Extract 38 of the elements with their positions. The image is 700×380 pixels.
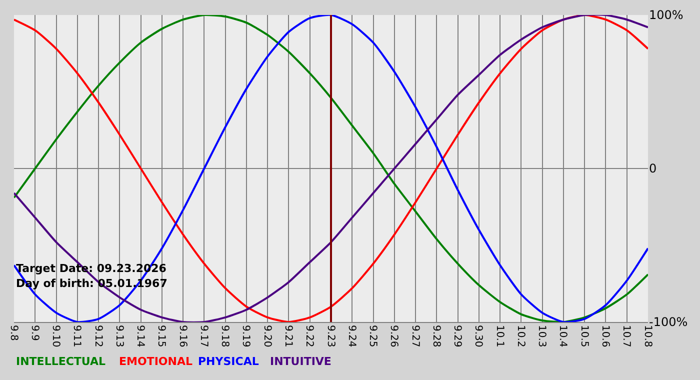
x-tick-label: 9.26 [388, 325, 400, 348]
x-tick-label: 9.18 [219, 325, 230, 348]
x-tick-label: 10.6 [599, 325, 610, 348]
x-tick-label: 9.27 [409, 325, 420, 348]
x-tick-label: 9.23 [324, 325, 336, 348]
x-tick-label: 9.13 [113, 325, 124, 348]
x-tick-label: 9.24 [346, 325, 357, 348]
x-tick-label: 9.15 [156, 325, 167, 348]
x-tick-label: 9.29 [452, 325, 463, 348]
x-tick-label: 9.12 [92, 325, 104, 348]
x-tick-label: 10.5 [578, 325, 590, 348]
x-tick-label: 9.10 [50, 325, 62, 348]
x-tick-label: 9.17 [198, 325, 209, 348]
x-tick-label: 9.19 [240, 325, 252, 348]
x-tick-label: 10.4 [557, 325, 568, 348]
x-tick-label: 9.30 [472, 325, 484, 348]
x-tick-label: 10.1 [494, 325, 505, 348]
y-tick-label: 0 [649, 162, 657, 176]
x-tick-label: 9.25 [367, 325, 378, 348]
text: PHYSICAL [198, 355, 259, 368]
x-tick-label: 9.8 [8, 325, 19, 341]
x-tick-label: 9.16 [176, 325, 188, 348]
x-tick-label: 9.21 [282, 325, 294, 348]
x-tick-label: 10.8 [642, 325, 653, 348]
x-tick-label: 10.7 [620, 325, 632, 348]
text: EMOTIONAL [119, 355, 192, 368]
text: INTUITIVE [270, 355, 332, 368]
text: INTELLECTUAL [16, 355, 106, 368]
y-tick-label: 100% [649, 8, 684, 22]
x-tick-label: 9.20 [261, 325, 272, 348]
x-tick-label: 9.28 [430, 325, 442, 348]
x-tick-label: 9.22 [304, 325, 315, 348]
x-tick-label: 9.11 [71, 325, 82, 348]
x-tick-label: 10.3 [536, 325, 548, 348]
line-series [14, 15, 648, 322]
x-tick-label: 9.9 [28, 325, 40, 341]
x-tick-label: 10.2 [514, 325, 526, 348]
x-tick-label: 9.14 [134, 325, 146, 348]
